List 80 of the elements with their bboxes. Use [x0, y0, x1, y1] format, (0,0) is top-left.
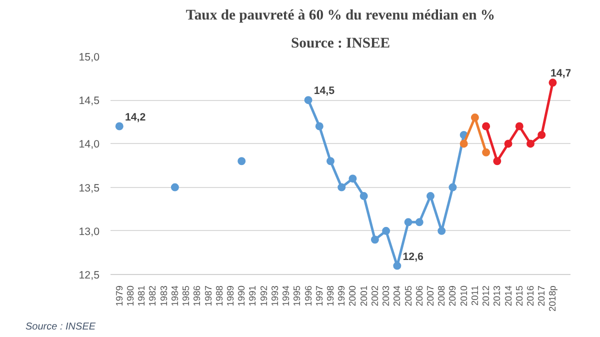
point — [482, 122, 490, 130]
point — [470, 114, 479, 122]
point — [526, 140, 534, 148]
y-tick-label: 13,5 — [78, 182, 100, 194]
chart-title: Taux de pauvreté à 60 % du revenu médian en % — [186, 8, 496, 24]
point — [504, 140, 512, 148]
x-tick-label: 2006 — [414, 285, 424, 306]
y-tick-label: 14,5 — [78, 95, 100, 108]
point — [538, 130, 546, 139]
x-tick-label: 2011 — [470, 285, 480, 306]
x-tick-label: 1994 — [281, 285, 292, 306]
x-tick-label: 2008 — [436, 285, 447, 306]
x-tick-label: 1988 — [214, 285, 224, 306]
point — [493, 157, 502, 166]
data-label: 14,2 — [124, 111, 146, 124]
x-tick-label: 1979 — [114, 285, 124, 306]
x-tick-label: 1991 — [248, 285, 258, 306]
point — [415, 218, 424, 226]
x-tick-label: 2000 — [348, 285, 358, 306]
x-tick-label: 2009 — [448, 285, 458, 306]
point — [370, 236, 379, 244]
x-tick-label: 1995 — [292, 285, 302, 306]
point — [448, 183, 457, 192]
x-tick-label: 1990 — [236, 285, 247, 306]
point — [304, 96, 312, 104]
point — [548, 78, 557, 87]
y-tick-label: 14,0 — [78, 138, 100, 151]
x-tick-label: 1998 — [326, 285, 336, 306]
x-tick-label: 1989 — [226, 285, 236, 306]
point — [238, 157, 246, 166]
x-tick-label: 1997 — [314, 285, 324, 306]
x-tick-label: 1993 — [270, 285, 280, 306]
x-tick-label: 2015 — [514, 285, 524, 306]
x-tick-label: 1980 — [126, 285, 136, 306]
x-tick-label: 1996 — [303, 285, 314, 306]
point — [515, 122, 524, 130]
x-tick-label: 1999 — [336, 285, 347, 306]
data-label: 12,6 — [402, 250, 424, 263]
x-tick-label: 2003 — [381, 285, 392, 306]
point — [326, 157, 334, 166]
x-tick-label: 2018p — [548, 285, 558, 312]
x-tick-label: 2017 — [536, 285, 547, 306]
point — [348, 174, 357, 183]
x-tick-label: 2014 — [503, 285, 514, 306]
point — [115, 122, 124, 130]
point — [338, 183, 346, 192]
x-tick-label: 2002 — [370, 285, 380, 306]
point — [404, 218, 412, 226]
x-tick-label: 1984 — [170, 285, 180, 306]
point — [360, 192, 368, 200]
x-tick-label: 1982 — [148, 285, 158, 306]
point — [315, 122, 324, 130]
point — [426, 192, 434, 200]
x-tick-label: 1981 — [136, 285, 147, 306]
x-tick-label: 1985 — [181, 285, 192, 306]
x-tick-label: 1992 — [258, 285, 269, 306]
chart-subtitle: Source : INSEE — [290, 36, 390, 52]
point — [460, 140, 468, 148]
source-note: Source : INSEE — [26, 322, 96, 332]
point — [382, 226, 390, 235]
x-tick-label: 2005 — [403, 285, 414, 306]
x-tick-label: 2010 — [458, 285, 469, 306]
x-tick-label: 2007 — [426, 285, 436, 306]
x-tick-label: 2004 — [392, 285, 402, 306]
y-tick-label: 12,5 — [78, 270, 100, 282]
x-tick-label: 2016 — [526, 285, 536, 306]
x-tick-label: 2001 — [358, 285, 369, 306]
x-tick-label: 2012 — [481, 285, 492, 306]
x-tick-label: 1986 — [192, 285, 202, 306]
y-tick-label: 15,0 — [78, 52, 100, 64]
point — [170, 183, 179, 192]
x-tick-label: 2013 — [492, 285, 502, 306]
y-tick-label: 13,0 — [78, 226, 100, 238]
data-label: 14,7 — [550, 68, 572, 80]
x-tick-label: 1983 — [158, 285, 169, 306]
data-label: 14,5 — [314, 85, 335, 98]
point — [438, 226, 446, 235]
point — [482, 148, 490, 156]
x-tick-label: 1987 — [203, 285, 214, 306]
point — [393, 262, 402, 270]
